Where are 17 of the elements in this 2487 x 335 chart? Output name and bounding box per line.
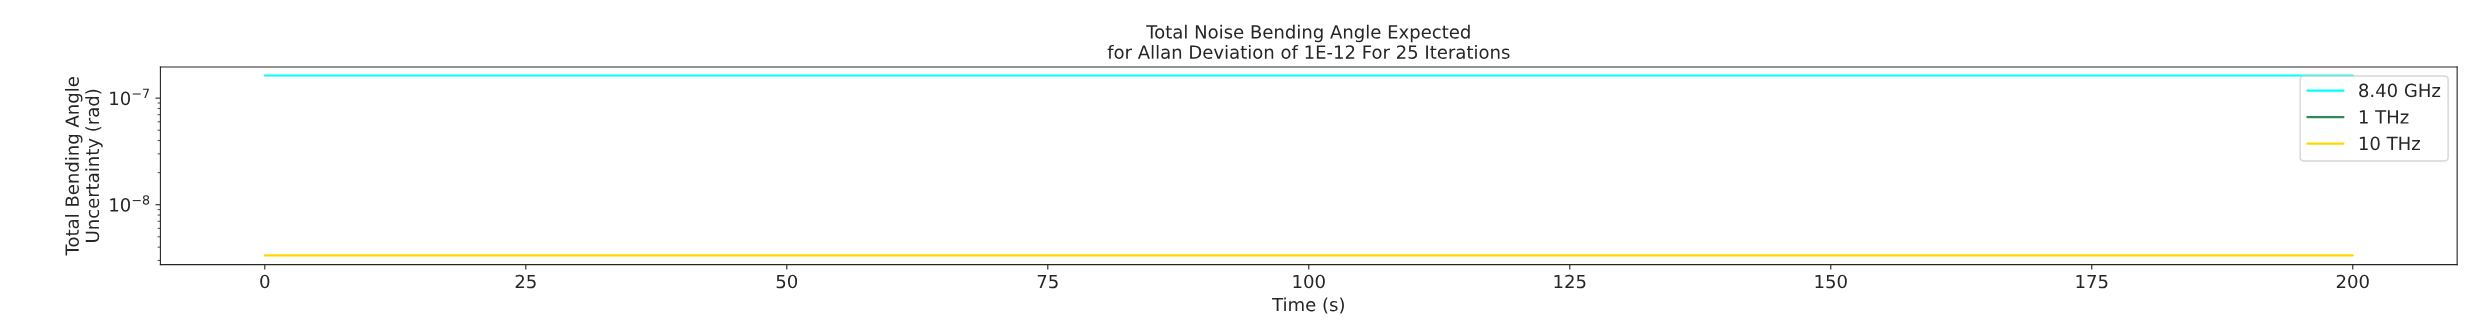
x-tick-label: 200 [2336,274,2369,289]
x-tick-label: 150 [1815,274,1847,289]
legend-label: 8.40 GHz [2359,83,2441,98]
y-tick-label: 10$^{−7}$ [110,88,149,106]
y-tick-label: 10$^{−8}$ [110,195,150,212]
x-tick-label: 50 [776,274,798,289]
x-tick-label: 75 [1037,274,1058,289]
chart-title: Total Noise Bending Angle Expected for Allan Deviation of 1E-12 For 25 Iterations [1107,24,1510,59]
x-tick-label: 175 [2076,274,2108,289]
x-tick-label: 0 [260,274,270,289]
legend-label: 1 THz [2359,110,2409,124]
x-axis-title: Time (s) [1272,297,1344,314]
x-tick-label: 100 [1293,274,1325,289]
legend-label: 10 THz [2359,136,2420,151]
x-tick-label: 25 [515,274,536,289]
y-axis-title: Total Bending Angle Uncertainty (rad) [65,77,103,256]
x-tick-label: 125 [1554,274,1586,289]
